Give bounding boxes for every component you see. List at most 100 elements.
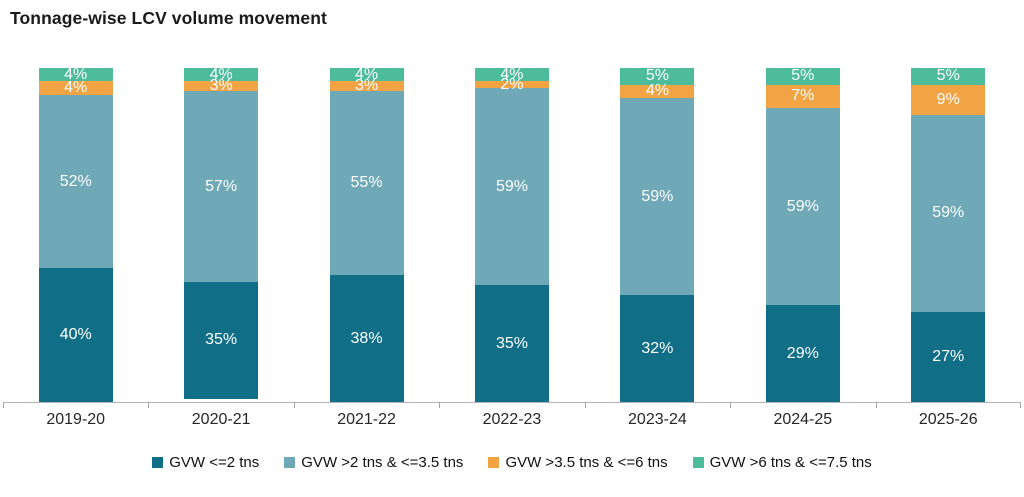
x-axis-label: 2023-24 bbox=[628, 411, 687, 428]
stacked-bar: 4% 3% 55% 38% bbox=[329, 65, 404, 402]
legend-item: GVW <=2 tns bbox=[152, 454, 259, 471]
legend: GVW <=2 tns GVW >2 tns & <=3.5 tns GVW >3.… bbox=[0, 454, 1024, 471]
bar-segment: 59% bbox=[911, 114, 986, 312]
bar-segment: 32% bbox=[620, 295, 695, 402]
bar-segment: 59% bbox=[620, 98, 695, 296]
segment-value-label: 5% bbox=[791, 67, 815, 85]
legend-label: GVW >6 tns & <=7.5 tns bbox=[709, 454, 872, 471]
x-axis-line bbox=[3, 402, 1021, 408]
bar-segment: 55% bbox=[329, 91, 404, 276]
bar-segment: 4% bbox=[474, 65, 549, 83]
bar-segment: 57% bbox=[184, 91, 259, 282]
bar-column: 5% 9% 59% 27% bbox=[876, 68, 1021, 402]
segment-value-label: 59% bbox=[932, 204, 965, 222]
axis-tick bbox=[584, 402, 586, 408]
axis-tick bbox=[875, 402, 877, 408]
segment-value-label: 4% bbox=[209, 65, 233, 83]
legend-item: GVW >6 tns & <=7.5 tns bbox=[692, 454, 872, 471]
segment-value-label: 4% bbox=[64, 79, 88, 97]
bar-segment: 29% bbox=[765, 305, 840, 402]
x-axis-label: 2024-25 bbox=[773, 411, 833, 428]
bar-segment: 38% bbox=[329, 275, 404, 402]
segment-value-label: 55% bbox=[350, 174, 383, 192]
x-axis-labels: 2019-20 2020-21 2021-22 2022-23 2023-24 2024-… bbox=[3, 411, 1021, 429]
bar-segment: 4% bbox=[38, 65, 113, 83]
segment-value-label: 7% bbox=[791, 87, 815, 105]
bar-segment: 40% bbox=[38, 268, 113, 402]
axis-tick bbox=[293, 402, 295, 408]
stacked-bar: 5% 9% 59% 27% bbox=[911, 67, 986, 402]
bar-segment: 4% bbox=[329, 65, 404, 83]
bar-column: 4% 3% 55% 38% bbox=[294, 65, 439, 402]
legend-label: GVW >2 tns & <=3.5 tns bbox=[301, 454, 464, 471]
legend-swatch-icon bbox=[152, 457, 164, 468]
bar-segment: 5% bbox=[911, 67, 986, 85]
segment-value-label: 5% bbox=[936, 67, 960, 85]
legend-item: GVW >2 tns & <=3.5 tns bbox=[284, 454, 463, 471]
stacked-bar: 4% 3% 57% 35% bbox=[184, 65, 259, 402]
x-axis-label: 2021-22 bbox=[337, 411, 396, 428]
segment-value-label: 57% bbox=[205, 177, 238, 195]
legend-swatch-icon bbox=[488, 457, 500, 468]
axis-tick bbox=[439, 402, 441, 408]
x-axis-label: 2019-20 bbox=[46, 411, 106, 428]
bar-segment: 5% bbox=[765, 67, 840, 85]
bar-column: 4% 3% 57% 35% bbox=[148, 65, 293, 402]
plot-area: 4% 4% 52% 40% 4% 3% 57% 35% 4% 3% 55% 38% 4% 2% 59% 35%… bbox=[3, 65, 1021, 402]
bar-segment: 4% bbox=[184, 65, 259, 83]
segment-value-label: 59% bbox=[641, 187, 674, 205]
bar-segment: 35% bbox=[474, 285, 549, 402]
segment-value-label: 52% bbox=[59, 172, 92, 190]
x-axis-label: 2022-23 bbox=[482, 411, 542, 428]
legend-label: GVW >3.5 tns & <=6 tns bbox=[505, 454, 668, 471]
legend-swatch-icon bbox=[284, 457, 296, 468]
segment-value-label: 59% bbox=[495, 177, 528, 195]
bar-segment: 3% bbox=[329, 78, 404, 94]
axis-tick bbox=[3, 402, 4, 408]
bar-segment: 5% bbox=[620, 67, 695, 85]
bar-segment: 27% bbox=[911, 311, 986, 402]
segment-value-label: 40% bbox=[59, 326, 92, 344]
bar-segment: 4% bbox=[620, 82, 695, 100]
bar-column: 5% 7% 59% 29% bbox=[730, 68, 875, 402]
x-axis-label: 2020-21 bbox=[191, 411, 251, 428]
stacked-bar: 5% 7% 59% 29% bbox=[765, 67, 840, 402]
bar-column: 4% 2% 59% 35% bbox=[439, 65, 584, 402]
segment-value-label: 4% bbox=[645, 82, 669, 100]
legend-swatch-icon bbox=[692, 457, 704, 468]
axis-tick bbox=[148, 402, 150, 408]
segment-value-label: 59% bbox=[786, 197, 819, 215]
bar-segment: 52% bbox=[38, 94, 113, 269]
bar-segment: 2% bbox=[474, 76, 549, 92]
segment-value-label: 35% bbox=[205, 331, 238, 349]
bar-column: 4% 4% 52% 40% bbox=[3, 65, 148, 402]
chart-title: Tonnage-wise LCV volume movement bbox=[10, 8, 327, 28]
stacked-bar: 4% 2% 59% 35% bbox=[474, 65, 549, 402]
segment-value-label: 4% bbox=[500, 65, 524, 83]
segment-value-label: 38% bbox=[350, 329, 383, 347]
bar-segment: 7% bbox=[765, 84, 840, 109]
bar-segment: 59% bbox=[474, 88, 549, 286]
legend-label: GVW <=2 tns bbox=[169, 454, 260, 471]
segment-value-label: 27% bbox=[932, 347, 965, 365]
x-axis-label: 2025-26 bbox=[918, 411, 978, 428]
segment-value-label: 35% bbox=[495, 334, 528, 352]
stacked-bar: 4% 4% 52% 40% bbox=[38, 65, 113, 402]
stacked-bar: 5% 4% 59% 32% bbox=[620, 67, 695, 402]
segment-value-label: 4% bbox=[354, 65, 379, 83]
segment-value-label: 4% bbox=[64, 65, 88, 83]
axis-tick bbox=[730, 402, 732, 408]
segment-value-label: 9% bbox=[936, 90, 960, 108]
bar-column: 5% 4% 59% 32% bbox=[585, 68, 730, 402]
bar-segment: 9% bbox=[911, 84, 986, 115]
bar-segment: 59% bbox=[765, 108, 840, 306]
segment-value-label: 29% bbox=[786, 344, 819, 362]
bar-segment: 3% bbox=[184, 78, 259, 94]
axis-tick bbox=[1020, 402, 1021, 408]
bar-segment: 4% bbox=[38, 79, 113, 97]
segment-value-label: 5% bbox=[645, 67, 669, 85]
segment-value-label: 32% bbox=[641, 339, 674, 357]
legend-item: GVW >3.5 tns & <=6 tns bbox=[488, 454, 668, 471]
bar-segment: 35% bbox=[184, 281, 259, 399]
